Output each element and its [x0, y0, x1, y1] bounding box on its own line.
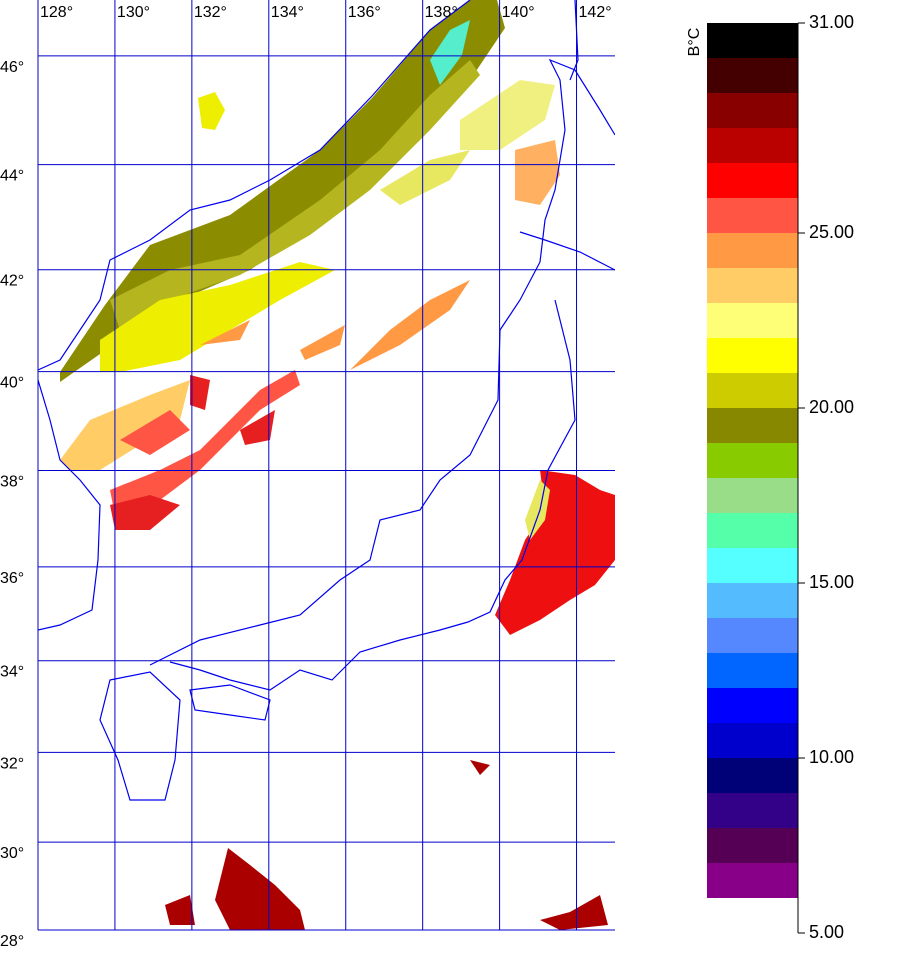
colorbar-band: [707, 338, 798, 373]
colorbar-band: [707, 58, 798, 93]
coastline-kyushu: [99, 671, 181, 801]
graticule: [37, 0, 615, 931]
sst-dark-red: [165, 760, 608, 930]
colorbar-band: [707, 583, 798, 618]
sst-pale-2: [380, 150, 470, 205]
colorbar-band: [707, 268, 798, 303]
colorbar-unit: B°C: [686, 28, 703, 57]
latitude-label: 38°: [0, 474, 24, 491]
latitude-label: 44°: [0, 168, 24, 185]
map-area: [38, 0, 615, 930]
latitude-label: 28°: [0, 933, 24, 950]
sst-tomato: [110, 370, 300, 515]
colorbar-band: [707, 198, 798, 233]
colorbar-band: [707, 128, 798, 163]
sst-east-red: [495, 470, 615, 635]
longitude-label: 142°: [579, 4, 612, 21]
latitude-label: 46°: [0, 59, 24, 76]
sst-orange-streak-2: [200, 280, 470, 370]
sst-lightorange: [60, 380, 190, 470]
colorbar-band: [707, 233, 798, 268]
sst-olive-light: [110, 60, 480, 330]
longitude-label: 132°: [194, 4, 227, 21]
longitude-label: 134°: [271, 4, 304, 21]
sst-cyan: [430, 20, 470, 85]
latitude-label: 34°: [0, 664, 24, 681]
sst-red-blob: [110, 375, 275, 530]
latitude-label: 36°: [0, 570, 24, 587]
colorbar-band: [707, 653, 798, 688]
colorbar-band: [707, 688, 798, 723]
colorbar: B°C 31.00 25.00 20.00 15.00 10.00 5.00: [686, 12, 854, 942]
longitude-label: 140°: [502, 4, 535, 21]
colorbar-band: [707, 758, 798, 793]
colorbar-tick-label: 25.00: [809, 222, 854, 242]
colorbar-tick-label: 10.00: [809, 747, 854, 767]
longitude-label: 130°: [117, 4, 150, 21]
colorbar-band: [707, 548, 798, 583]
longitude-label: 136°: [348, 4, 381, 21]
colorbar-band: [707, 618, 798, 653]
sst-pale: [460, 80, 555, 150]
latitude-label: 40°: [0, 375, 24, 392]
coastline-sakhalin: [569, 0, 579, 81]
sst-yellow-island: [198, 92, 225, 130]
colorbar-tick-label: 15.00: [809, 572, 854, 592]
colorbar-band: [707, 863, 798, 898]
sst-yellow: [100, 262, 335, 372]
coastline-korea: [38, 0, 471, 631]
colorbar-band: [707, 793, 798, 828]
colorbar-band: [707, 303, 798, 338]
latitude-label: 42°: [0, 273, 24, 290]
colorbar-band: [707, 93, 798, 128]
colorbar-band: [707, 478, 798, 513]
sst-east-yellow: [525, 480, 550, 540]
latitude-label: 30°: [0, 845, 24, 862]
colorbar-band: [707, 828, 798, 863]
colorbar-band: [707, 373, 798, 408]
sst-orange-streak: [515, 140, 560, 205]
colorbar-band: [707, 513, 798, 548]
longitude-label: 128°: [40, 4, 73, 21]
colorbar-tick-label: 31.00: [809, 12, 854, 32]
coastline-shikoku: [189, 684, 271, 721]
colorbar-band: [707, 443, 798, 478]
colorbar-band: [707, 408, 798, 443]
colorbar-band: [707, 163, 798, 198]
colorbar-tick-label: 5.00: [809, 922, 844, 942]
colorbar-tick-label: 20.00: [809, 397, 854, 417]
longitude-label: 138°: [425, 4, 458, 21]
colorbar-band: [707, 23, 798, 58]
colorbar-band: [707, 723, 798, 758]
latitude-label: 32°: [0, 755, 24, 772]
coastline-hokkaido: [519, 58, 615, 271]
